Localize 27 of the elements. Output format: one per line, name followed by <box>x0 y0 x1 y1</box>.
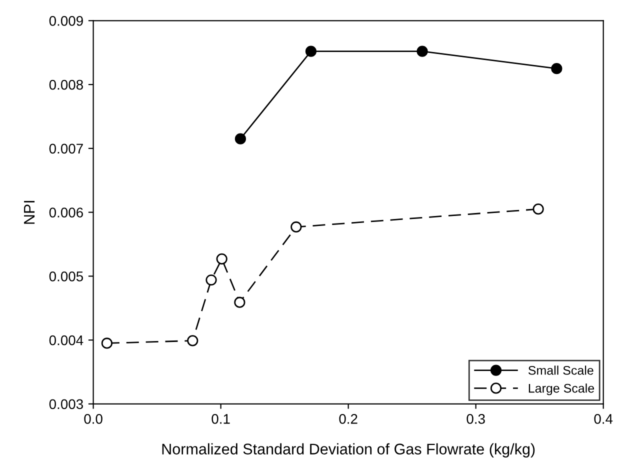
point <box>216 253 228 264</box>
legend-label: Small Scale <box>528 366 594 375</box>
x-axis-title: Normalized Standard Deviation of Gas Flowrate (kg/kg) <box>162 443 535 458</box>
x-tick-label: 0.1 <box>212 414 230 424</box>
point <box>206 274 217 286</box>
y-tick-label: 0.003 <box>49 399 83 410</box>
point <box>234 296 246 308</box>
point <box>551 63 562 74</box>
point <box>290 221 302 233</box>
x-tick-label: 0.0 <box>84 414 102 424</box>
point <box>416 46 428 57</box>
y-tick-label: 0.007 <box>49 144 83 154</box>
x-tick-label: 0.2 <box>339 414 358 424</box>
point <box>187 335 198 346</box>
x-tick-label: 0.4 <box>594 414 613 424</box>
y-tick-label: 0.006 <box>49 208 83 218</box>
y-tick-label: 0.005 <box>49 272 83 282</box>
point <box>305 46 317 57</box>
y-tick-label: 0.004 <box>49 335 84 346</box>
point <box>101 338 112 349</box>
legend-label: Large Scale <box>528 384 594 396</box>
y-tick-label: 0.009 <box>49 16 83 26</box>
y-tick-label: 0.008 <box>49 80 83 90</box>
x-tick-label: 0.3 <box>466 414 485 424</box>
y-axis-title: NPI <box>24 200 35 224</box>
point <box>234 133 246 144</box>
point <box>532 204 544 215</box>
